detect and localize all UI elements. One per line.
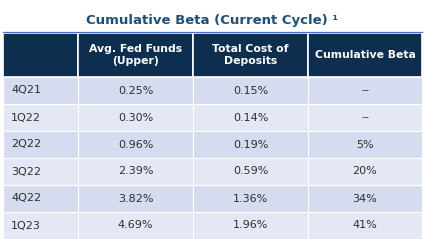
Bar	[78, 185, 193, 212]
Text: 1Q22: 1Q22	[11, 113, 41, 123]
Text: 2Q22: 2Q22	[11, 140, 41, 150]
Text: --: --	[361, 86, 369, 96]
Text: 4.69%: 4.69%	[118, 221, 153, 230]
Bar	[78, 158, 193, 185]
Text: Avg. Fed Funds
(Upper): Avg. Fed Funds (Upper)	[89, 44, 182, 66]
Bar	[308, 158, 422, 185]
Bar	[308, 185, 422, 212]
Text: 4Q21: 4Q21	[11, 86, 41, 96]
Bar	[308, 131, 422, 158]
Text: 4Q22: 4Q22	[11, 194, 41, 203]
Bar	[193, 77, 308, 104]
Bar	[193, 185, 308, 212]
Bar	[3, 33, 78, 77]
Bar	[308, 104, 422, 131]
Text: Total Cost of
Deposits: Total Cost of Deposits	[212, 44, 289, 66]
Bar	[3, 158, 78, 185]
Bar	[193, 104, 308, 131]
Text: Cumulative Beta: Cumulative Beta	[314, 50, 415, 60]
Text: 0.96%: 0.96%	[118, 140, 153, 150]
Text: 0.14%: 0.14%	[233, 113, 268, 123]
Bar	[78, 77, 193, 104]
Bar	[193, 131, 308, 158]
Text: 1.96%: 1.96%	[233, 221, 268, 230]
Text: 0.30%: 0.30%	[118, 113, 153, 123]
Bar	[193, 33, 308, 77]
Text: 5%: 5%	[356, 140, 374, 150]
Bar	[3, 104, 78, 131]
Bar	[3, 185, 78, 212]
Text: 1Q23: 1Q23	[11, 221, 41, 230]
Bar	[308, 33, 422, 77]
Text: Cumulative Beta (Current Cycle) ¹: Cumulative Beta (Current Cycle) ¹	[86, 14, 339, 27]
Text: 34%: 34%	[353, 194, 377, 203]
Text: 3.82%: 3.82%	[118, 194, 153, 203]
Text: --: --	[361, 113, 369, 123]
Bar	[3, 77, 78, 104]
Text: 1.36%: 1.36%	[233, 194, 268, 203]
Text: 2.39%: 2.39%	[118, 167, 153, 176]
Text: 0.19%: 0.19%	[233, 140, 268, 150]
Text: 3Q22: 3Q22	[11, 167, 41, 176]
Bar	[78, 212, 193, 239]
Text: 41%: 41%	[353, 221, 377, 230]
Bar	[78, 33, 193, 77]
Bar	[3, 131, 78, 158]
Bar	[78, 104, 193, 131]
Bar	[308, 77, 422, 104]
Bar	[3, 212, 78, 239]
Bar	[193, 158, 308, 185]
Text: 0.15%: 0.15%	[233, 86, 268, 96]
Text: 0.25%: 0.25%	[118, 86, 153, 96]
Bar	[308, 212, 422, 239]
Text: 0.59%: 0.59%	[233, 167, 268, 176]
Bar	[193, 212, 308, 239]
Bar	[78, 131, 193, 158]
Text: 20%: 20%	[353, 167, 377, 176]
